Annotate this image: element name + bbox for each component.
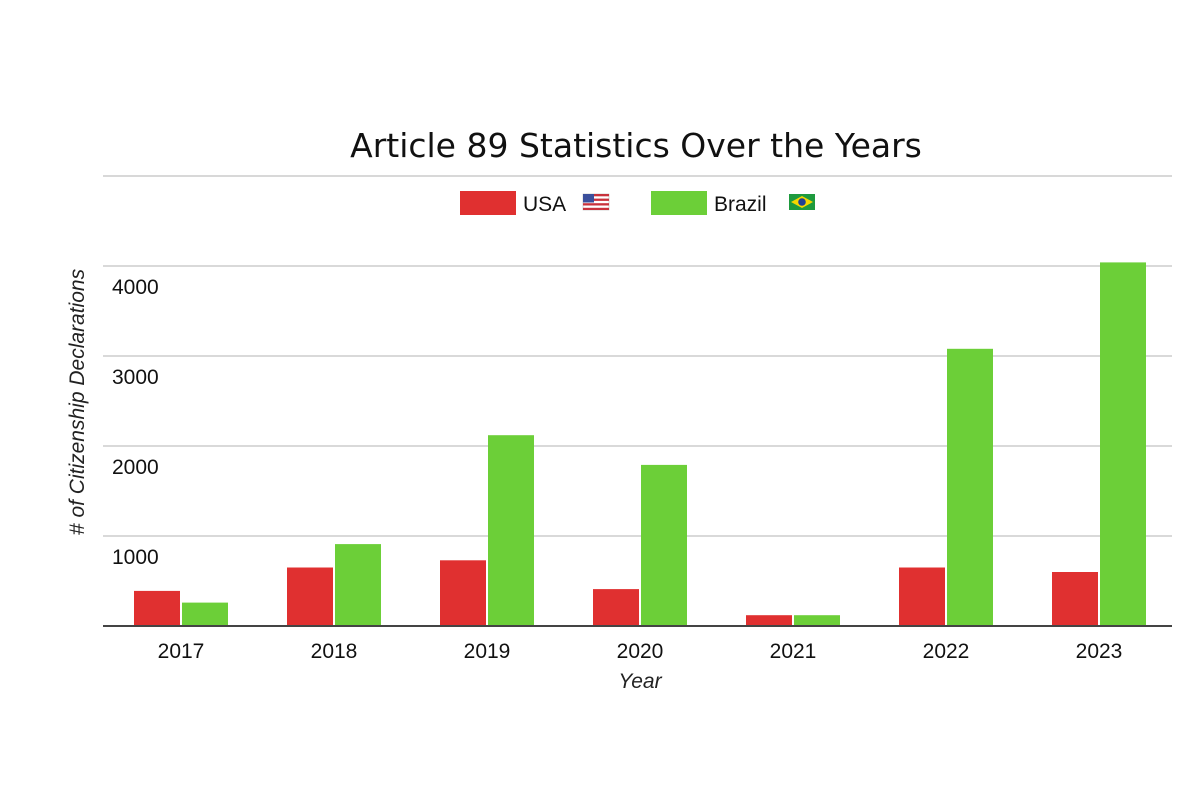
bar-brazil-2023 bbox=[1100, 262, 1146, 626]
bar-brazil-2021 bbox=[794, 615, 840, 626]
legend-swatch-brazil bbox=[651, 191, 707, 215]
legend-label-usa: USA bbox=[523, 193, 566, 216]
y-tick-label: 4000 bbox=[112, 276, 159, 299]
x-axis-tick-labels: 2017 2018 2019 2020 2021 2022 2023 bbox=[158, 640, 1123, 663]
bar-brazil-2022 bbox=[947, 348, 993, 626]
bar-usa-2022 bbox=[899, 567, 945, 626]
y-tick-label: 2000 bbox=[112, 456, 159, 479]
legend-item-brazil[interactable]: Brazil bbox=[651, 191, 815, 216]
legend-label-brazil: Brazil bbox=[714, 193, 767, 216]
x-tick-label: 2021 bbox=[770, 640, 817, 663]
x-tick-label: 2020 bbox=[617, 640, 664, 663]
x-axis-title: Year bbox=[618, 670, 662, 693]
bar-brazil-2019 bbox=[488, 435, 534, 626]
bar-usa-2023 bbox=[1052, 572, 1098, 626]
bar-brazil-2020 bbox=[641, 464, 687, 626]
x-tick-label: 2019 bbox=[464, 640, 511, 663]
y-axis-title: # of Citizenship Declarations bbox=[66, 268, 89, 535]
bar-usa-2019 bbox=[440, 560, 486, 626]
bar-usa-2021 bbox=[746, 615, 792, 626]
bar-usa-2018 bbox=[287, 567, 333, 626]
us-flag-icon bbox=[582, 193, 610, 211]
legend: USA Brazil bbox=[460, 191, 815, 216]
brazil-flag-icon bbox=[789, 194, 815, 210]
legend-item-usa[interactable]: USA bbox=[460, 191, 610, 216]
bar-brazil-2017 bbox=[182, 602, 228, 626]
gridlines bbox=[103, 265, 1172, 537]
x-tick-label: 2018 bbox=[311, 640, 358, 663]
x-tick-label: 2022 bbox=[923, 640, 970, 663]
x-tick-label: 2023 bbox=[1076, 640, 1123, 663]
y-axis-tick-labels: 1000 2000 3000 4000 bbox=[112, 276, 159, 569]
x-tick-label: 2017 bbox=[158, 640, 205, 663]
bars bbox=[134, 262, 1146, 626]
chart-title: Article 89 Statistics Over the Years bbox=[350, 126, 922, 165]
bar-usa-2020 bbox=[593, 589, 639, 626]
legend-swatch-usa bbox=[460, 191, 516, 215]
y-tick-label: 3000 bbox=[112, 366, 159, 389]
y-tick-label: 1000 bbox=[112, 546, 159, 569]
bar-usa-2017 bbox=[134, 590, 180, 626]
bar-brazil-2018 bbox=[335, 544, 381, 626]
